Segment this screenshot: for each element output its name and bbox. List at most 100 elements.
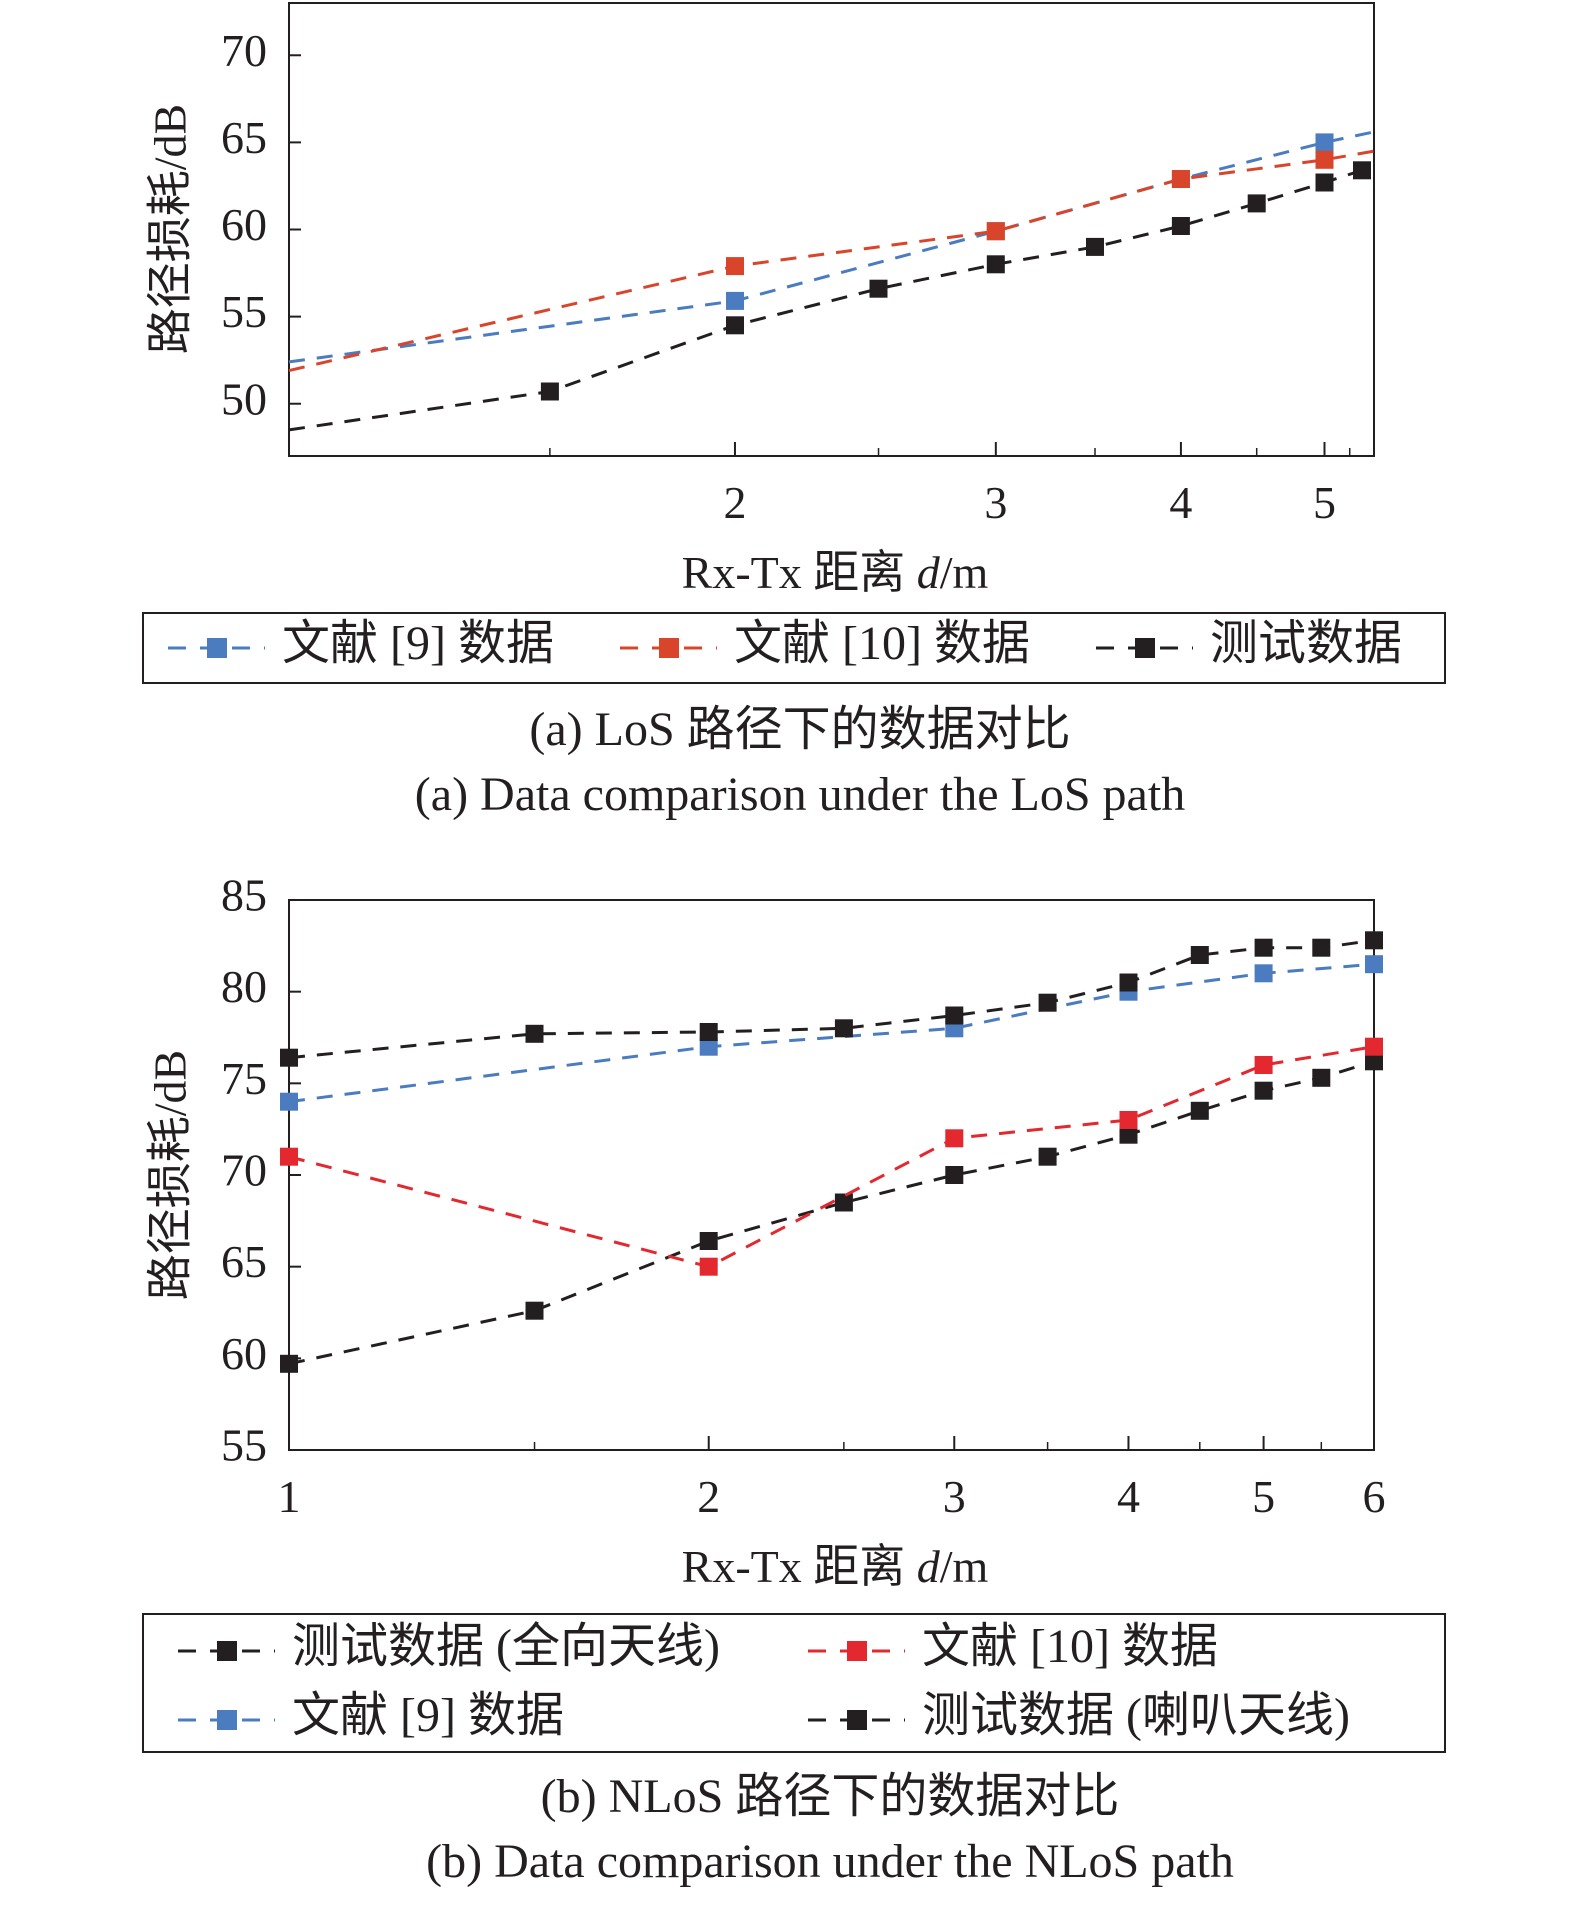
series-line-1 (288, 1059, 1375, 1366)
series-3-point (726, 316, 744, 335)
series-line-4 (288, 938, 1375, 1060)
y-tick-label: 65 (221, 112, 267, 163)
x-tick-label: 4 (1117, 1471, 1140, 1522)
series-1-point (1190, 1101, 1209, 1120)
chart-a-legend: 文献 [9] 数据 文献 [10] 数据 测试数据 (142, 612, 1446, 684)
series-2-point (986, 222, 1005, 241)
chart-a-y-axis-label: 路径损耗/dB (145, 104, 196, 354)
y-tick-label: 50 (221, 373, 267, 424)
chart-a-legend-label-2: 文献 [10] 数据 (734, 617, 1030, 670)
chart-b-legend-label-1: 测试数据 (全向天线) (292, 1620, 720, 1673)
series-1-point (525, 1301, 544, 1320)
series-1-point (945, 1166, 964, 1184)
series-line-2 (288, 1045, 1375, 1269)
chart-a-plot-frame (288, 2, 1375, 457)
y-tick-label: 55 (221, 1420, 267, 1471)
chart-a-legend-label-1: 文献 [9] 数据 (282, 617, 554, 670)
chart-b-plot-frame (288, 899, 1375, 1451)
series-line-2 (288, 149, 1375, 373)
x-tick-label: 6 (1363, 1471, 1386, 1522)
series-1-point (1312, 1068, 1331, 1087)
series-1-point (1038, 1147, 1057, 1166)
y-tick-label: 60 (221, 1328, 267, 1379)
series-1-point (834, 1193, 853, 1212)
series-2-point (1315, 150, 1334, 169)
series-4-point (1038, 993, 1057, 1012)
chart-a-legend-entry-3: 测试数据 (1096, 617, 1402, 670)
x-tick-label: 5 (1252, 1471, 1275, 1522)
chart-a-legend-box (142, 612, 1446, 684)
series-2-point (1171, 170, 1190, 188)
series-2-point (1365, 1037, 1383, 1056)
chart-b-caption-en: (b) Data comparison under the NLoS path (426, 1835, 1234, 1888)
series-2-point (280, 1147, 298, 1166)
series-4-point (1119, 973, 1138, 992)
x-tick-label: 5 (1313, 477, 1336, 528)
x-tick-label: 4 (1169, 477, 1192, 528)
series-2-point (726, 257, 744, 276)
series-4-point (1312, 938, 1331, 957)
chart-a-legend-entry-2: 文献 [10] 数据 (620, 617, 1030, 670)
y-tick-label: 55 (221, 286, 267, 337)
chart-a-caption-en: (a) Data comparison under the LoS path (415, 768, 1185, 821)
series-3-point (986, 255, 1005, 274)
series-2-point (945, 1129, 964, 1148)
chart-a: 50 55 60 65 70 2 3 4 5 路径损耗/dB Rx-Tx 距离 d/m 文献 … (142, 2, 1446, 821)
series-1-point (1315, 133, 1334, 152)
y-tick-label: 80 (221, 961, 267, 1012)
series-4-point (525, 1024, 544, 1043)
series-line-3 (288, 962, 1375, 1104)
x-tick-label: 3 (984, 477, 1007, 528)
y-tick-label: 70 (221, 1145, 267, 1196)
series-4-point (1365, 931, 1383, 950)
x-tick-label: 2 (697, 1471, 720, 1522)
chart-b-legend-label-3: 文献 [9] 数据 (292, 1689, 564, 1742)
series-3-point (1086, 237, 1104, 256)
series-1-point (1119, 1125, 1138, 1144)
chart-b-caption-cn: (b) NLoS 路径下的数据对比 (541, 1770, 1120, 1823)
y-tick-label: 60 (221, 199, 267, 250)
series-1-point (1365, 1052, 1383, 1071)
series-1-point (280, 1354, 298, 1373)
chart-a-legend-entry-1: 文献 [9] 数据 (168, 617, 554, 670)
series-3-point (1365, 955, 1383, 974)
series-2-point (1254, 1056, 1273, 1074)
series-3-point (1171, 217, 1190, 235)
chart-a-x-axis-label: Rx-Tx 距离 d/m (682, 547, 989, 598)
series-4-point (834, 1019, 853, 1038)
series-3-point (1315, 173, 1334, 192)
series-2-point (1119, 1111, 1138, 1129)
y-tick-label: 85 (221, 870, 267, 921)
chart-b-legend-entry-2: 文献 [10] 数据 (808, 1620, 1218, 1673)
y-tick-label: 70 (221, 25, 267, 76)
series-1-point (726, 291, 744, 310)
chart-a-caption-cn: (a) LoS 路径下的数据对比 (529, 703, 1070, 756)
series-3-point (1254, 964, 1273, 983)
series-4-point (1254, 938, 1273, 957)
series-3-point (280, 1092, 298, 1111)
chart-b-legend: 测试数据 (全向天线) 文献 [10] 数据 文献 [9] 数据 测试数据 (喇… (142, 1613, 1446, 1753)
series-3-point (1353, 161, 1371, 180)
chart-b-legend-entry-4: 测试数据 (喇叭天线) (808, 1689, 1350, 1742)
series-1-point (699, 1232, 718, 1250)
series-3-point (869, 279, 888, 298)
series-3-point (699, 1037, 718, 1056)
chart-b-legend-label-2: 文献 [10] 数据 (922, 1620, 1218, 1673)
chart-b-x-axis-label: Rx-Tx 距离 d/m (682, 1541, 989, 1592)
series-line-1 (288, 130, 1375, 364)
chart-b-legend-entry-1: 测试数据 (全向天线) (178, 1620, 720, 1673)
series-4-point (945, 1006, 964, 1025)
x-tick-label: 3 (943, 1471, 966, 1522)
series-4-point (1190, 946, 1209, 964)
series-1-point (1254, 1081, 1273, 1100)
y-tick-label: 75 (221, 1053, 267, 1104)
x-tick-label: 1 (278, 1471, 301, 1522)
chart-a-legend-label-3: 测试数据 (1210, 617, 1402, 670)
x-tick-label: 2 (723, 477, 746, 528)
y-tick-label: 65 (221, 1236, 267, 1287)
series-line-3 (288, 165, 1375, 432)
chart-b-legend-entry-3: 文献 [9] 数据 (178, 1689, 564, 1742)
series-3-point (540, 382, 559, 401)
series-3-point (1247, 194, 1266, 213)
